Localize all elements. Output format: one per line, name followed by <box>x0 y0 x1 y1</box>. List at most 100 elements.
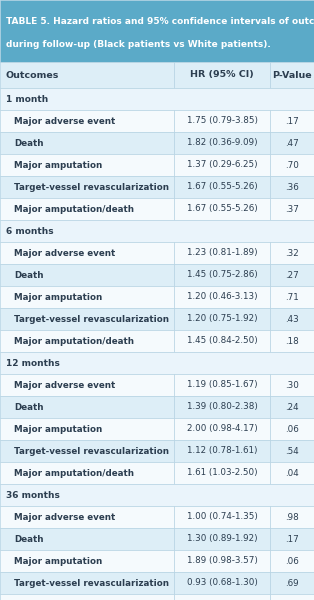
Bar <box>0 418 174 440</box>
Text: Death: Death <box>14 535 44 544</box>
Text: 1.20 (0.46-3.13): 1.20 (0.46-3.13) <box>187 292 257 301</box>
Text: 1.45 (0.84-2.50): 1.45 (0.84-2.50) <box>187 337 257 346</box>
Text: .27: .27 <box>285 271 299 280</box>
Text: Death: Death <box>14 403 44 412</box>
Text: Target-vessel revascularization: Target-vessel revascularization <box>14 446 169 455</box>
Bar <box>0 62 174 88</box>
Bar <box>270 154 314 176</box>
Text: .70: .70 <box>285 160 299 169</box>
Bar <box>174 594 270 600</box>
Text: Major amputation/death: Major amputation/death <box>14 337 134 346</box>
Bar <box>270 132 314 154</box>
Text: Outcomes: Outcomes <box>6 70 59 79</box>
Text: 1.39 (0.80-2.38): 1.39 (0.80-2.38) <box>187 403 257 412</box>
Bar <box>0 374 174 396</box>
Text: 6 months: 6 months <box>6 226 54 235</box>
Bar <box>174 242 270 264</box>
Text: 36 months: 36 months <box>6 491 60 499</box>
Text: Major adverse event: Major adverse event <box>14 248 115 257</box>
Text: 1.12 (0.78-1.61): 1.12 (0.78-1.61) <box>187 446 257 455</box>
Text: 1.20 (0.75-1.92): 1.20 (0.75-1.92) <box>187 314 257 323</box>
Text: 1.23 (0.81-1.89): 1.23 (0.81-1.89) <box>187 248 257 257</box>
Bar <box>174 154 270 176</box>
Bar <box>0 594 174 600</box>
Text: Major amputation: Major amputation <box>14 292 102 301</box>
Text: .98: .98 <box>285 512 299 521</box>
Bar <box>174 506 270 528</box>
Bar <box>270 198 314 220</box>
Bar <box>270 462 314 484</box>
Bar <box>174 176 270 198</box>
Bar <box>0 286 174 308</box>
Text: 0.93 (0.68-1.30): 0.93 (0.68-1.30) <box>187 578 257 587</box>
Bar <box>174 572 270 594</box>
Text: .32: .32 <box>285 248 299 257</box>
Text: Death: Death <box>14 271 44 280</box>
Bar <box>0 198 174 220</box>
Bar <box>0 176 174 198</box>
Bar <box>0 550 174 572</box>
Text: .30: .30 <box>285 380 299 389</box>
Bar <box>270 440 314 462</box>
Bar <box>174 132 270 154</box>
Text: 1.30 (0.89-1.92): 1.30 (0.89-1.92) <box>187 535 257 544</box>
Text: 1.75 (0.79-3.85): 1.75 (0.79-3.85) <box>187 116 258 125</box>
Bar <box>270 330 314 352</box>
Text: Death: Death <box>14 139 44 148</box>
Bar <box>0 352 314 374</box>
Text: P-Value: P-Value <box>272 70 312 79</box>
Bar <box>0 506 174 528</box>
Bar <box>174 330 270 352</box>
Bar <box>270 176 314 198</box>
Bar <box>0 308 174 330</box>
Bar <box>270 62 314 88</box>
Text: Target-vessel revascularization: Target-vessel revascularization <box>14 314 169 323</box>
Text: 1.67 (0.55-5.26): 1.67 (0.55-5.26) <box>187 182 257 191</box>
Bar <box>0 0 314 62</box>
Text: .06: .06 <box>285 557 299 565</box>
Bar <box>0 440 174 462</box>
Bar <box>270 396 314 418</box>
Bar <box>270 242 314 264</box>
Bar <box>174 110 270 132</box>
Bar <box>270 264 314 286</box>
Text: .04: .04 <box>285 469 299 478</box>
Bar <box>270 528 314 550</box>
Text: .06: .06 <box>285 425 299 433</box>
Text: 1.67 (0.55-5.26): 1.67 (0.55-5.26) <box>187 205 257 214</box>
Text: 1.45 (0.75-2.86): 1.45 (0.75-2.86) <box>187 271 257 280</box>
Text: .71: .71 <box>285 292 299 301</box>
Text: .54: .54 <box>285 446 299 455</box>
Text: 1.37 (0.29-6.25): 1.37 (0.29-6.25) <box>187 160 257 169</box>
Text: .17: .17 <box>285 116 299 125</box>
Text: Major amputation/death: Major amputation/death <box>14 205 134 214</box>
Bar <box>0 528 174 550</box>
Bar <box>0 330 174 352</box>
Text: .24: .24 <box>285 403 299 412</box>
Bar <box>0 264 174 286</box>
Bar <box>0 484 314 506</box>
Text: 12 months: 12 months <box>6 358 60 367</box>
Text: HR (95% CI): HR (95% CI) <box>190 70 254 79</box>
Text: 1.00 (0.74-1.35): 1.00 (0.74-1.35) <box>187 512 257 521</box>
Bar <box>174 62 270 88</box>
Bar <box>0 110 174 132</box>
Text: Target-vessel revascularization: Target-vessel revascularization <box>14 182 169 191</box>
Text: Major adverse event: Major adverse event <box>14 512 115 521</box>
Text: 1 month: 1 month <box>6 94 48 103</box>
Text: TABLE 5. Hazard ratios and 95% confidence intervals of outcomes: TABLE 5. Hazard ratios and 95% confidenc… <box>6 17 314 26</box>
Bar <box>174 418 270 440</box>
Text: 2.00 (0.98-4.17): 2.00 (0.98-4.17) <box>187 425 257 433</box>
Bar <box>0 88 314 110</box>
Bar <box>0 396 174 418</box>
Bar <box>174 528 270 550</box>
Text: .43: .43 <box>285 314 299 323</box>
Text: .17: .17 <box>285 535 299 544</box>
Text: Major amputation: Major amputation <box>14 557 102 565</box>
Text: Major amputation: Major amputation <box>14 160 102 169</box>
Text: 1.89 (0.98-3.57): 1.89 (0.98-3.57) <box>187 557 257 565</box>
Bar <box>174 462 270 484</box>
Bar <box>174 198 270 220</box>
Text: Target-vessel revascularization: Target-vessel revascularization <box>14 578 169 587</box>
Text: 1.82 (0.36-9.09): 1.82 (0.36-9.09) <box>187 139 257 148</box>
